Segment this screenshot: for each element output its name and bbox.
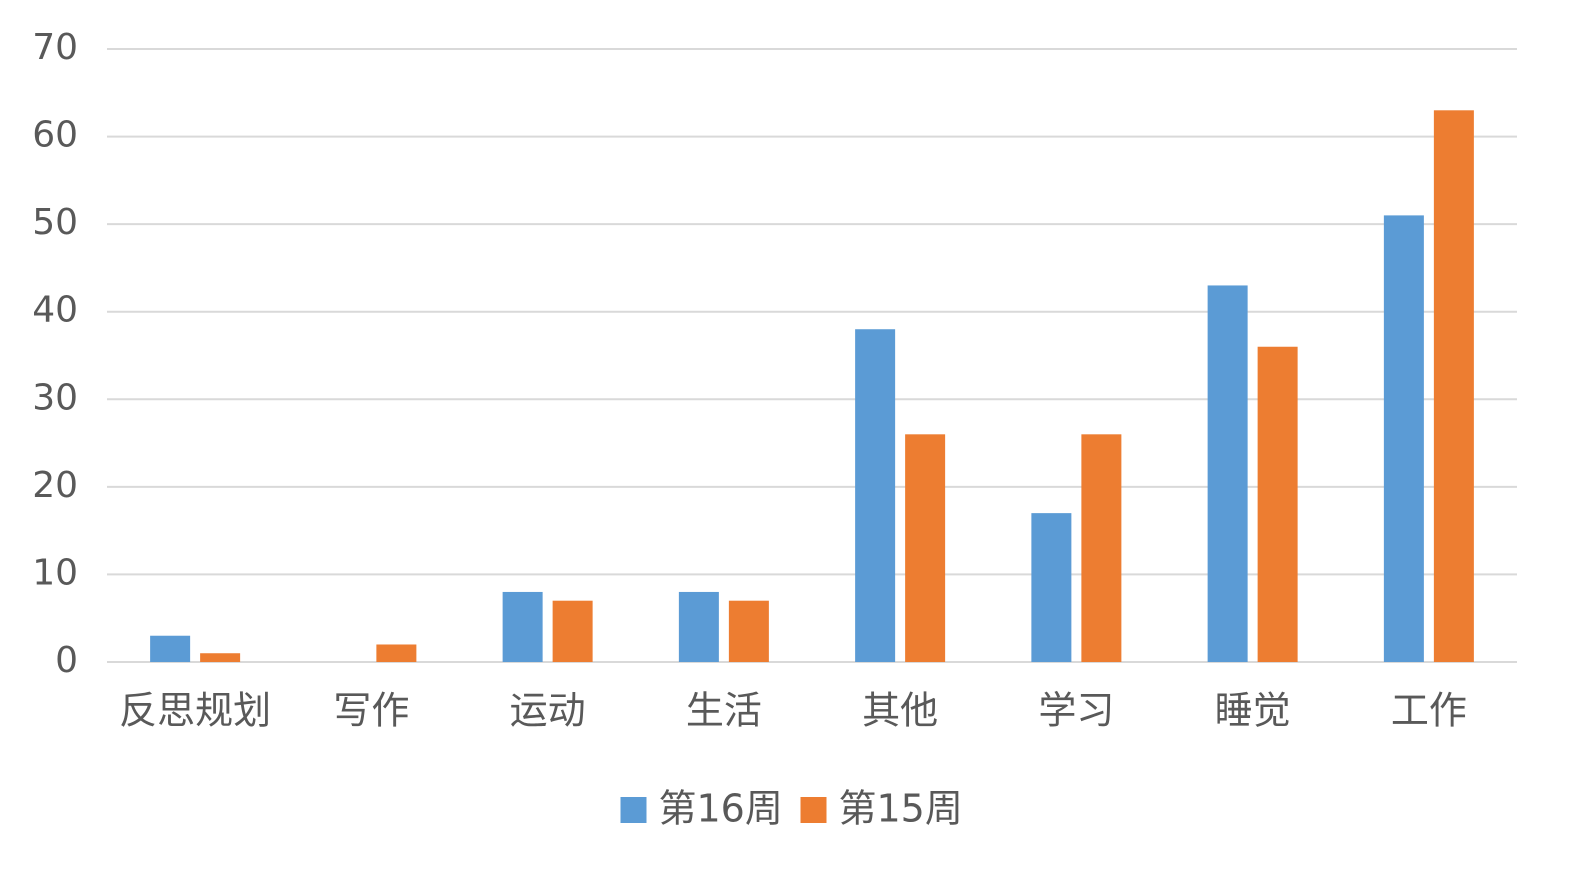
x-tick-label: 生活 — [686, 689, 762, 733]
bar — [1031, 513, 1072, 662]
legend-swatch — [800, 797, 827, 823]
x-tick-label: 反思规划 — [119, 689, 271, 733]
bar — [552, 600, 593, 662]
bar — [1383, 215, 1424, 662]
y-tick-label: 20 — [32, 465, 78, 506]
bar — [376, 644, 417, 662]
bar — [1207, 285, 1248, 662]
y-tick-label: 40 — [32, 290, 78, 331]
legend-label: 第16周 — [659, 787, 783, 831]
y-tick-label: 60 — [32, 115, 78, 156]
x-tick-label: 睡觉 — [1215, 689, 1291, 733]
bar — [855, 329, 896, 662]
legend-swatch — [620, 797, 647, 823]
bar — [150, 635, 191, 662]
bar — [905, 434, 946, 662]
bar — [1433, 110, 1474, 663]
bar — [678, 591, 719, 662]
legend-label: 第15周 — [839, 787, 963, 831]
y-tick-label: 10 — [32, 552, 78, 593]
bar — [1081, 434, 1122, 662]
x-tick-label: 工作 — [1391, 689, 1467, 733]
x-tick-label: 学习 — [1038, 689, 1114, 733]
y-tick-label: 0 — [55, 640, 78, 681]
y-tick-label: 50 — [32, 202, 78, 243]
x-tick-label: 运动 — [510, 689, 586, 733]
y-tick-label: 30 — [32, 377, 78, 418]
bar — [200, 653, 241, 662]
bar — [728, 600, 769, 662]
y-tick-label: 70 — [32, 27, 78, 68]
bar — [1257, 346, 1298, 662]
bar — [502, 591, 543, 662]
x-tick-label: 其他 — [862, 689, 938, 733]
x-tick-label: 写作 — [333, 689, 409, 733]
